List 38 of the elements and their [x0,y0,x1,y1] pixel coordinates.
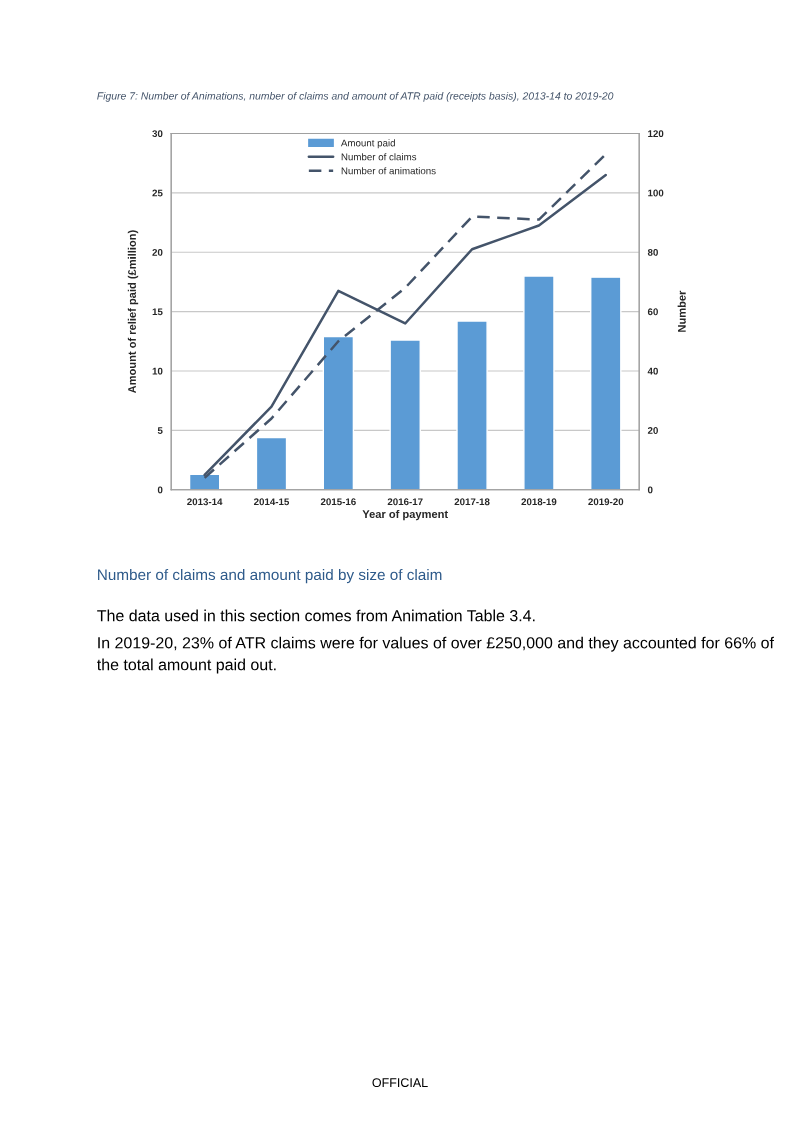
y2-tick-label: 80 [647,248,658,256]
legend-label: Number of animations [341,167,436,175]
bar [255,436,288,490]
y2-tick-label: 0 [647,486,653,494]
y-tick-label: 0 [157,486,163,494]
bar [322,335,355,490]
x-tick-label: 2015-16 [320,498,356,506]
y-tick-label: 30 [152,130,163,138]
x-tick-label: 2018-19 [521,498,557,506]
y-tick-label: 20 [152,248,163,256]
y2-tick-label: 20 [647,427,658,434]
legend-label: Amount paid [340,139,395,149]
y2-tick-label: 100 [648,189,664,197]
y-tick-label: 10 [152,367,163,375]
y2-tick-label: 120 [648,130,664,138]
y-tick-label: 15 [152,308,163,316]
bar [456,320,488,490]
text: In 2019-20, 23% of ATR claims were for values of over £250,000 and they accounted for 66% of the total amount paid out. [97,636,774,674]
x-axis-title: Year of payment [362,509,448,521]
bar [523,275,555,490]
y-tick-label: 5 [157,427,163,434]
x-tick-label: 2016-17 [387,498,423,506]
x-tick-label: 2013-14 [187,498,223,506]
text: Number of claims and amount paid by size of claim [98,568,442,584]
text: The data used in this section comes from Animation Table 3.4. [97,609,535,622]
y2-tick-label: 60 [647,308,658,316]
x-tick-label: 2019-20 [588,498,624,506]
bar [590,276,622,490]
y-axis-title: Amount of relief paid (£million) [127,230,139,394]
chart-title: Figure 7: Number of Animations, number of claims and amount of ATR paid (receipts basis), 2013-14 to 2019-20 [97,91,614,102]
bar [389,339,421,490]
y-tick-label: 25 [152,189,163,197]
text: OFFICIAL [372,1078,428,1088]
y2-tick-label: 40 [647,367,658,375]
x-tick-label: 2014-15 [253,498,290,506]
x-tick-label: 2017-18 [454,498,490,506]
legend-label: Number of claims [341,153,417,161]
y2-axis-title: Number [677,290,686,332]
